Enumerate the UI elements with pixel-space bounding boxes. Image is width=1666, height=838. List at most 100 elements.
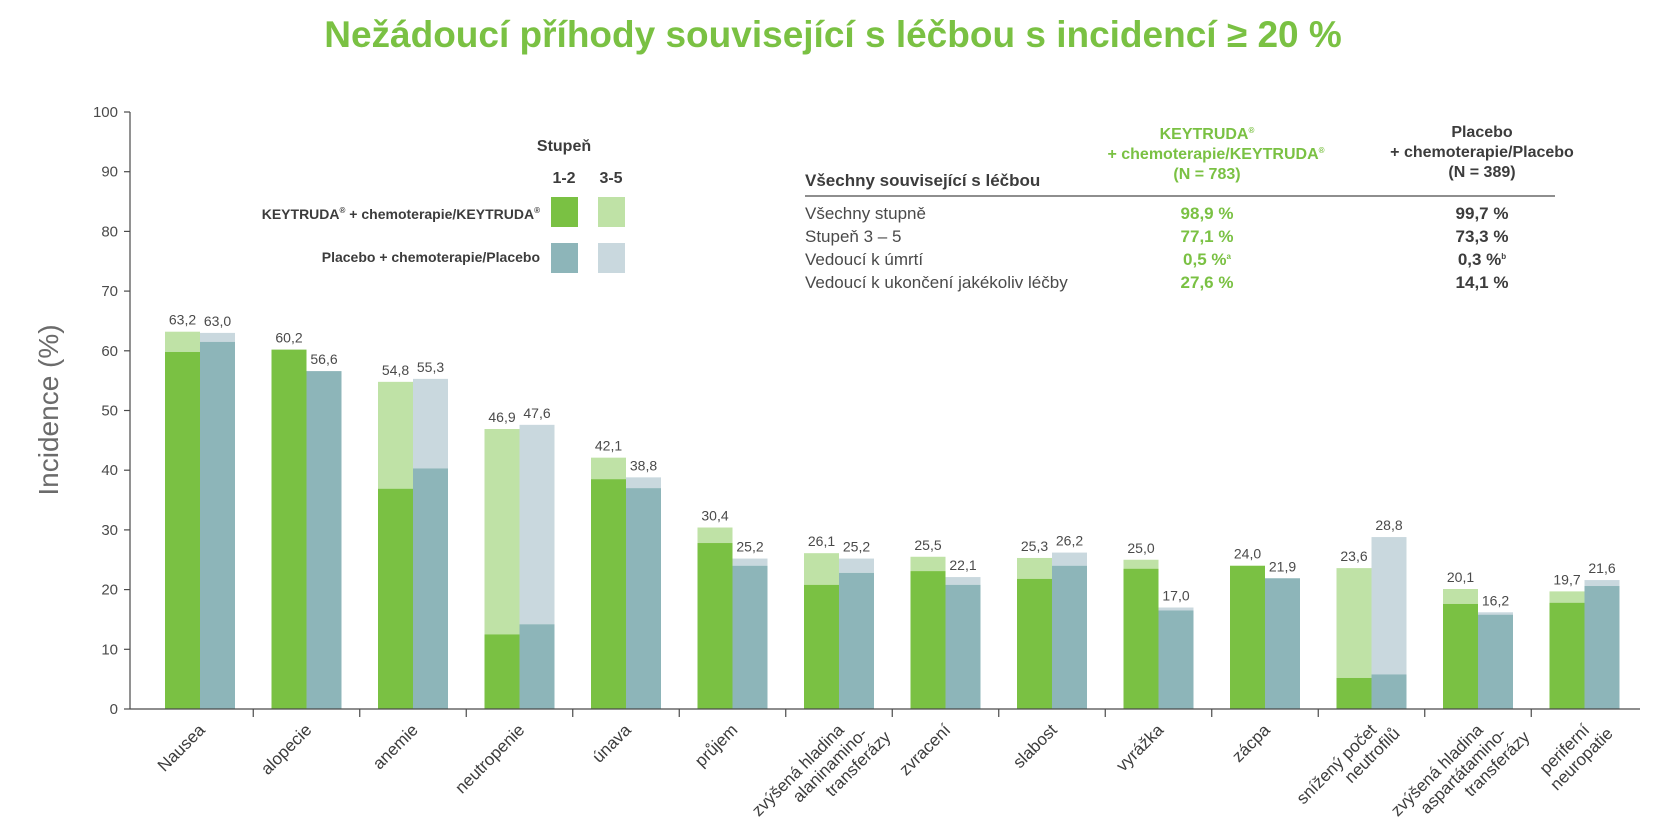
- bar-grade12: [1371, 674, 1407, 709]
- x-category-label: alopecie: [257, 720, 315, 778]
- x-category-label: vyrážka: [1112, 720, 1167, 775]
- bar-grade35: [378, 381, 413, 489]
- bar-value-label: 30,4: [701, 508, 728, 524]
- table-col-placebo-line1: Placebo: [1451, 124, 1513, 141]
- bar-value-label: 47,6: [523, 405, 550, 421]
- bar-grade12: [1123, 568, 1159, 709]
- bar-value-label: 25,5: [914, 537, 941, 553]
- bar-grade12: [165, 351, 200, 709]
- bar-grade12: [1230, 565, 1265, 709]
- bar-grade12: [306, 371, 342, 709]
- x-category-label: zvýšená hladinaalaninamino-transferázy: [748, 700, 895, 838]
- x-category-label: zvracení: [895, 720, 954, 779]
- legend-grade-35-label: 3-5: [599, 170, 622, 187]
- bar-value-label: 19,7: [1553, 571, 1580, 587]
- bar-grade35: [519, 424, 555, 625]
- bar-grade35: [945, 577, 981, 585]
- bar-grade12: [1478, 614, 1513, 709]
- bar-value-label: 20,1: [1447, 569, 1474, 585]
- bar-grade12: [1052, 565, 1087, 709]
- bar-grade12: [1336, 677, 1372, 709]
- table-value-placebo: 99,7 %: [1456, 204, 1509, 223]
- bar-value-label: 25,2: [843, 539, 870, 555]
- x-category-label: slabost: [1009, 720, 1061, 772]
- bar-value-label: 46,9: [488, 409, 515, 425]
- bar-grade35: [1123, 559, 1159, 569]
- y-tick-label: 60: [101, 343, 118, 360]
- table-row-label: Stupeň 3 – 5: [805, 227, 901, 246]
- bar-grade35: [626, 477, 661, 489]
- bar-grade12: [1549, 602, 1585, 709]
- bar-value-label: 42,1: [595, 438, 622, 454]
- bar-grade12: [200, 341, 235, 709]
- legend-grade-12-label: 1-2: [552, 170, 575, 187]
- bar-value-label: 63,2: [169, 312, 196, 328]
- y-tick-label: 30: [101, 522, 118, 539]
- legend: Stupeň 1-2 3-5 KEYTRUDA® + chemoterapie/…: [262, 138, 625, 273]
- x-category-label: Nausea: [154, 720, 209, 775]
- bar-grade35: [732, 558, 768, 566]
- bar-grade12: [1017, 578, 1052, 709]
- bar-grade12: [697, 543, 733, 709]
- y-axis-label: Incidence (%): [33, 324, 64, 495]
- bar-value-label: 25,3: [1021, 538, 1048, 554]
- bar-value-label: 26,2: [1056, 533, 1083, 549]
- bar-value-label: 26,1: [808, 533, 835, 549]
- bar-value-label: 25,2: [736, 539, 763, 555]
- bar-value-label: 23,6: [1340, 548, 1367, 564]
- bar-grade35: [1549, 591, 1585, 603]
- table-row-header: Všechny související s léčbou: [805, 171, 1040, 190]
- bar-grade12: [1265, 578, 1300, 709]
- bar-grade35: [1158, 607, 1194, 611]
- table-rows: Všechny stupně 98,9 % 99,7 % Stupeň 3 – 5 77…: [805, 204, 1508, 292]
- bar-grade35: [910, 556, 946, 572]
- bars: 63,2 63,0 60,2 56,6 54,8 55,3 46,9 47,6 42,1 38,8…: [165, 312, 1620, 709]
- bar-grade12: [591, 479, 626, 709]
- bar-value-label: 21,9: [1269, 558, 1296, 574]
- bar-value-label: 22,1: [949, 557, 976, 573]
- bar-grade12: [484, 634, 520, 709]
- bar-value-label: 16,2: [1482, 592, 1509, 608]
- table-row-label: Všechny stupně: [805, 204, 926, 223]
- bar-value-label: 38,8: [630, 457, 657, 473]
- x-category-label: zácpa: [1228, 720, 1274, 766]
- bar-value-label: 60,2: [275, 330, 302, 346]
- bar-grade12: [1443, 603, 1478, 709]
- table-value-placebo: 73,3 %: [1456, 227, 1509, 246]
- legend-placebo-label: Placebo + chemoterapie/Placebo: [322, 249, 540, 265]
- legend-placebo-grade35-swatch: [598, 243, 625, 273]
- chart-title: Nežádoucí příhody související s léčbou s…: [324, 14, 1342, 55]
- bar-grade35: [1336, 568, 1372, 678]
- legend-keytruda-grade35-swatch: [598, 197, 625, 227]
- bar-grade35: [413, 378, 448, 469]
- bar-grade12: [413, 468, 448, 709]
- bar-grade35: [1052, 552, 1087, 566]
- bar-grade12: [910, 571, 946, 709]
- table-col-keytruda-line2: + chemoterapie/KEYTRUDA®: [1107, 146, 1324, 163]
- bar-grade12: [945, 584, 981, 709]
- y-axis: 0 10 20 30 40 50 60 70 80 90 100 Incidence (%): [33, 104, 131, 718]
- legend-placebo-grade12-swatch: [551, 243, 578, 273]
- bar-value-label: 54,8: [382, 362, 409, 378]
- bar-grade12: [732, 565, 768, 709]
- x-category-label: neutropenie: [451, 720, 528, 797]
- bar-grade12: [271, 349, 307, 709]
- x-category-label: anemie: [369, 720, 422, 773]
- table-col-placebo-line3: (N = 389): [1448, 164, 1515, 181]
- x-category-label: snížený početneutrofilů: [1293, 710, 1404, 821]
- bar-grade35: [1371, 537, 1407, 675]
- x-category-label: únava: [589, 720, 636, 767]
- y-tick-label: 70: [101, 283, 118, 300]
- bar-grade12: [378, 488, 413, 709]
- bar-grade12: [1158, 610, 1194, 709]
- x-axis: Nausea alopecie anemie neutropenie únava průj…: [130, 700, 1640, 838]
- bar-value-label: 28,8: [1375, 517, 1402, 533]
- table-value-keytruda: 77,1 %: [1181, 227, 1234, 246]
- bar-grade35: [697, 527, 733, 544]
- bar-grade12: [626, 488, 661, 709]
- table-value-keytruda: 98,9 %: [1181, 204, 1234, 223]
- summary-table: KEYTRUDA® + chemoterapie/KEYTRUDA® (N = …: [805, 124, 1574, 292]
- x-category-label: periferníneuropatie: [1533, 710, 1617, 794]
- y-tick-label: 90: [101, 164, 118, 181]
- bar-value-label: 25,0: [1127, 540, 1154, 556]
